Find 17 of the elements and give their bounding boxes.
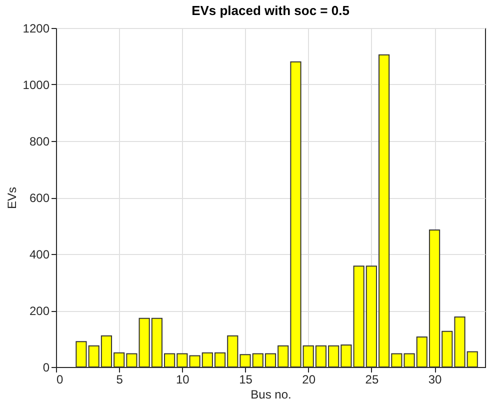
x-tick-label: 25: [365, 372, 379, 386]
x-tick-label: 20: [302, 372, 316, 386]
y-tick-label: 800: [29, 134, 50, 148]
x-tick-label: 5: [116, 372, 124, 386]
y-tick-label: 400: [29, 248, 50, 262]
y-axis-title: EVs: [4, 186, 19, 210]
y-tick-label: 200: [29, 304, 50, 318]
x-tick-label: 10: [176, 372, 190, 386]
x-axis-title: Bus no.: [250, 388, 292, 402]
x-tick-label: 0: [56, 372, 64, 386]
y-tick-label: 0: [42, 360, 50, 374]
y-tick-label: 1200: [22, 22, 50, 36]
y-tick-label: 1000: [22, 78, 50, 92]
y-tick-label: 600: [29, 191, 50, 205]
x-tick-label: 30: [428, 372, 442, 386]
chart-title: EVs placed with soc = 0.5: [192, 3, 350, 18]
x-tick-label: 15: [239, 372, 253, 386]
